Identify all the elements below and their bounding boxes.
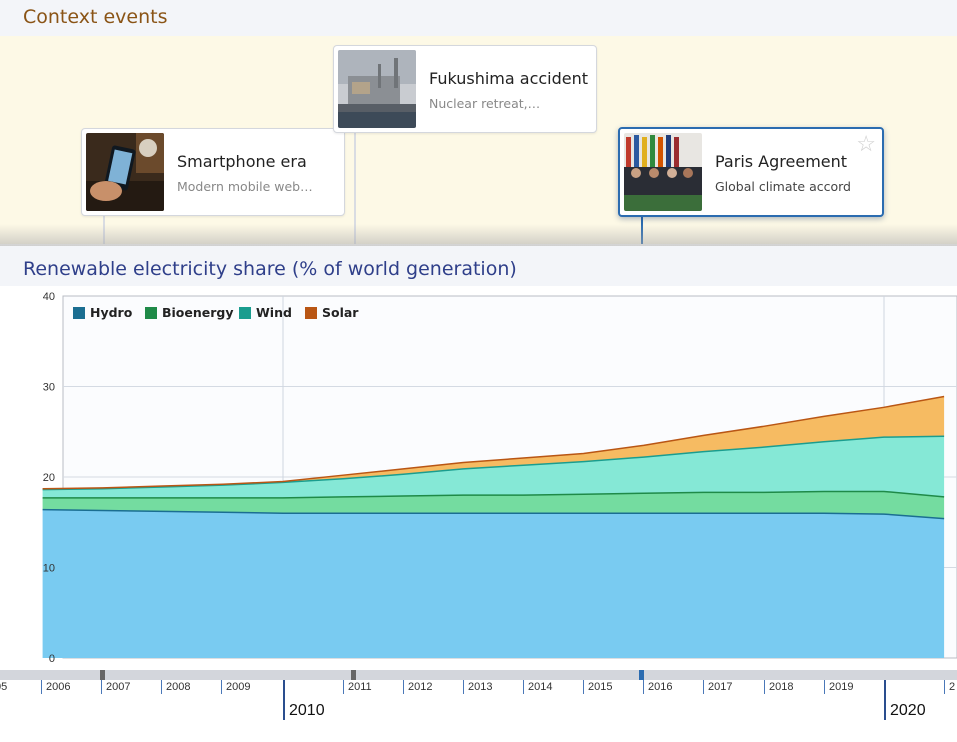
event-marker-fukushima[interactable] [351,670,356,680]
year-label[interactable]: 2 [944,680,955,694]
y-tick-label: 40 [43,291,55,303]
y-tick-label: 10 [43,563,55,575]
y-tick-label: 20 [43,472,55,484]
event-title: Paris Agreement [715,152,848,171]
chart-header: Renewable electricity share (% of world … [0,246,957,286]
conference-photo-icon [624,133,702,211]
chart-title: Renewable electricity share (% of world … [23,258,517,280]
year-label[interactable]: 2019 [824,680,853,694]
event-card-paris-agreement[interactable]: Paris Agreement Global climate accord ☆ [618,127,884,217]
year-label[interactable]: 2016 [643,680,672,694]
legend-swatch-wind [239,307,251,319]
legend-label-wind[interactable]: Wind [256,305,292,320]
year-label[interactable]: 2009 [221,680,250,694]
line-bioenergy [42,490,945,499]
decade-label[interactable]: 2020 [884,680,926,720]
line-solar [42,395,945,490]
year-label[interactable]: 2007 [101,680,130,694]
smartphone-photo-icon [86,133,164,211]
legend-label-bioenergy[interactable]: Bioenergy [162,305,234,320]
event-card-fukushima-accident[interactable]: Fukushima accident Nuclear retreat,… [333,45,597,133]
year-label[interactable]: 2008 [161,680,190,694]
year-label[interactable]: 2006 [41,680,70,694]
event-marker-paris[interactable] [639,670,644,680]
event-title: Fukushima accident [429,69,589,88]
event-title: Smartphone era [177,152,307,171]
year-label[interactable]: 2013 [463,680,492,694]
area-solar[interactable] [42,396,945,490]
nuclear-plant-photo-icon [338,50,416,128]
y-tick-label: 30 [43,382,55,394]
y-tick-label: 0 [49,653,55,665]
legend-label-hydro[interactable]: Hydro [90,305,133,320]
legend-swatch-bioenergy [145,307,157,319]
time-axis-strip[interactable] [0,670,957,680]
context-band-title: Context events [23,6,168,28]
year-label[interactable]: 2018 [764,680,793,694]
year-label[interactable]: 2017 [703,680,732,694]
legend-label-solar[interactable]: Solar [322,305,359,320]
event-stem-fukushima [354,132,356,244]
year-label[interactable]: 2014 [523,680,552,694]
event-card-smartphone-era[interactable]: Smartphone era Modern mobile web… [81,128,345,216]
year-label[interactable]: 2012 [403,680,432,694]
line-hydro [42,508,945,520]
year-label[interactable]: 2015 [583,680,612,694]
event-marker-smartphone[interactable] [100,670,105,680]
renewable-share-chart: 0 10 20 30 40 Hydro Bioenergy Wind Solar [42,291,957,665]
favorite-star-icon[interactable]: ☆ [856,131,876,156]
legend-swatch-hydro [73,307,85,319]
context-band-header: Context events [0,0,957,36]
band-divider-shadow [0,224,957,246]
legend-swatch-solar [305,307,317,319]
year-label[interactable]: 05 [0,680,7,694]
event-subtitle: Modern mobile web… [177,179,313,194]
decade-label[interactable]: 2010 [283,680,325,720]
line-wind [42,435,945,491]
year-label[interactable]: 2011 [343,680,372,694]
event-subtitle: Global climate accord [715,179,851,194]
event-subtitle: Nuclear retreat,… [429,96,541,111]
area-hydro[interactable] [42,509,945,658]
